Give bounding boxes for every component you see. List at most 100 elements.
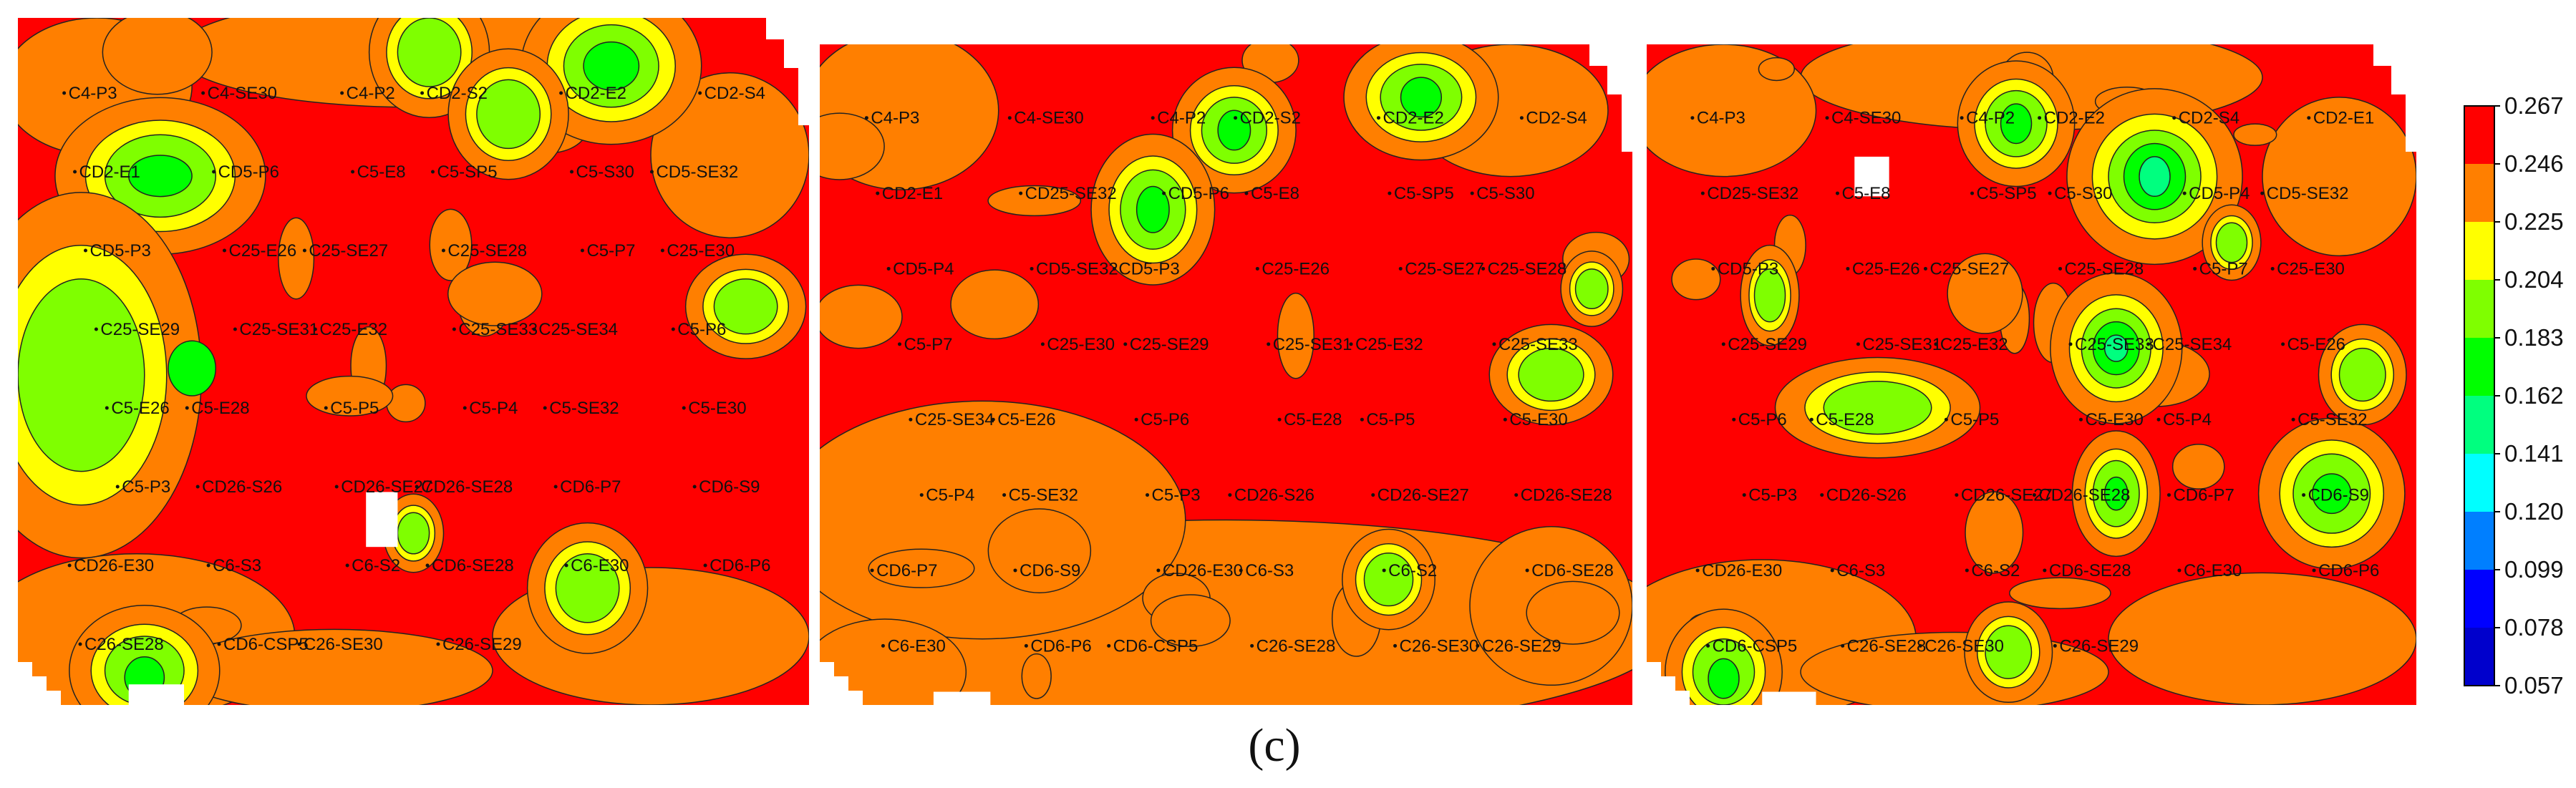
point-marker bbox=[564, 563, 568, 568]
point-label: C5-SP5 bbox=[437, 162, 498, 182]
contour-region-0.183 bbox=[168, 340, 217, 397]
point-marker bbox=[1470, 191, 1474, 195]
point-marker bbox=[671, 327, 675, 331]
point-marker bbox=[1349, 342, 1353, 346]
point-marker bbox=[1146, 493, 1150, 497]
point-marker bbox=[206, 563, 210, 568]
point-label: CD26-SE27 bbox=[1961, 486, 2053, 505]
contour-region-0.183 bbox=[583, 41, 640, 91]
point-label: C25-SE28 bbox=[447, 241, 527, 261]
point-marker bbox=[1388, 191, 1392, 195]
contour-region-0.183 bbox=[1217, 110, 1251, 151]
point-marker bbox=[881, 643, 885, 648]
point-label: C5-E8 bbox=[357, 162, 406, 182]
point-label: CD6-CSP5 bbox=[1713, 636, 1798, 656]
contour-region-0.246 bbox=[1526, 580, 1620, 645]
colorbar-band bbox=[2464, 222, 2494, 280]
point-marker bbox=[1476, 643, 1480, 648]
point-label: CD2-E1 bbox=[2313, 109, 2374, 128]
point-marker bbox=[1393, 643, 1398, 648]
contour-region-0.246 bbox=[820, 618, 967, 705]
point-marker bbox=[1825, 116, 1829, 120]
point-marker bbox=[1711, 266, 1715, 271]
point-marker bbox=[1846, 266, 1850, 271]
point-marker bbox=[2166, 493, 2171, 497]
point-label: C26-SE30 bbox=[1400, 636, 1479, 656]
point-marker bbox=[1398, 266, 1403, 271]
point-label: CD26-SE27 bbox=[1377, 486, 1469, 505]
point-marker bbox=[2281, 342, 2285, 346]
point-label: C25-SE29 bbox=[1130, 335, 1209, 354]
point-marker bbox=[1244, 191, 1249, 195]
point-label: C5-P5 bbox=[330, 399, 379, 418]
point-label: C25-E26 bbox=[228, 241, 296, 261]
contour-region-0.183 bbox=[1136, 185, 1170, 233]
contour-region-0.204 bbox=[555, 553, 620, 623]
point-marker bbox=[909, 417, 913, 422]
point-label: C4-SE30 bbox=[1014, 109, 1083, 128]
point-marker bbox=[1234, 116, 1238, 120]
point-marker bbox=[334, 485, 339, 489]
point-label: C5-E28 bbox=[1816, 410, 1874, 429]
point-label: C5-E26 bbox=[2287, 335, 2345, 354]
point-marker bbox=[1112, 266, 1116, 271]
point-label: CD2-S2 bbox=[1240, 109, 1301, 128]
point-label: CD5-P6 bbox=[218, 162, 279, 182]
point-marker bbox=[1525, 568, 1529, 573]
point-marker bbox=[1382, 568, 1386, 573]
point-label: C26-SE30 bbox=[1924, 636, 2004, 656]
point-marker bbox=[1123, 342, 1128, 346]
colorbar-band bbox=[2464, 570, 2494, 628]
contour-region-0.162 bbox=[2103, 334, 2129, 362]
point-label: C25-SE28 bbox=[2065, 259, 2144, 278]
point-marker bbox=[1255, 266, 1259, 271]
contour-region-0.246 bbox=[1150, 594, 1231, 648]
point-marker bbox=[682, 406, 686, 410]
point-marker bbox=[649, 170, 654, 174]
point-marker bbox=[2260, 191, 2265, 195]
point-label: C4-SE30 bbox=[1831, 109, 1901, 128]
point-label: CD5-P6 bbox=[1168, 184, 1229, 203]
point-label: C26-SE29 bbox=[442, 635, 522, 654]
point-marker bbox=[559, 91, 563, 95]
point-label: C25-SE31 bbox=[1862, 335, 1942, 354]
contour-region-0.246 bbox=[386, 384, 426, 423]
point-marker bbox=[1742, 493, 1746, 497]
point-label: C5-SE32 bbox=[2297, 410, 2367, 429]
point-label: C4-P3 bbox=[871, 109, 919, 128]
point-label: C5-SE32 bbox=[549, 399, 619, 418]
point-label: C5-P4 bbox=[469, 399, 518, 418]
point-marker bbox=[2058, 266, 2063, 271]
point-marker bbox=[222, 248, 226, 253]
point-marker bbox=[1492, 342, 1496, 346]
no-data-gap bbox=[1854, 156, 1889, 197]
contour-panel-2: C4-P3 C4-SE30 C4-P2 CD2-S2 CD2-E2 CD2-S4 CD2-E… bbox=[820, 44, 1632, 705]
no-data-gap bbox=[128, 684, 185, 705]
point-marker bbox=[1481, 266, 1486, 271]
point-label: CD26-E30 bbox=[1702, 561, 1782, 580]
point-label: CD6-P7 bbox=[876, 561, 937, 580]
point-label: C5-E26 bbox=[111, 399, 169, 418]
point-marker bbox=[886, 266, 891, 271]
point-marker bbox=[1690, 116, 1695, 120]
colorbar-tick-label: 0.183 bbox=[2504, 324, 2564, 351]
point-label: CD6-S9 bbox=[2308, 486, 2369, 505]
point-label: C5-E26 bbox=[997, 410, 1055, 429]
point-marker bbox=[1830, 568, 1834, 573]
no-data-gap bbox=[933, 691, 991, 705]
contour-region-0.162 bbox=[2139, 156, 2171, 198]
point-label: CD2-S4 bbox=[704, 84, 765, 103]
point-label: C4-P2 bbox=[347, 84, 395, 103]
point-marker bbox=[1019, 191, 1023, 195]
point-marker bbox=[1934, 342, 1938, 346]
point-marker bbox=[698, 91, 702, 95]
point-label: C4-P2 bbox=[1966, 109, 2015, 128]
point-label: CD6-S9 bbox=[1020, 561, 1080, 580]
point-marker bbox=[415, 485, 419, 489]
contour-region-0.204 bbox=[1518, 347, 1584, 402]
point-label: CD6-SE28 bbox=[432, 556, 514, 575]
point-marker bbox=[1107, 643, 1111, 648]
point-marker bbox=[580, 248, 584, 253]
point-marker bbox=[73, 170, 77, 174]
point-label: C5-P7 bbox=[2199, 259, 2248, 278]
